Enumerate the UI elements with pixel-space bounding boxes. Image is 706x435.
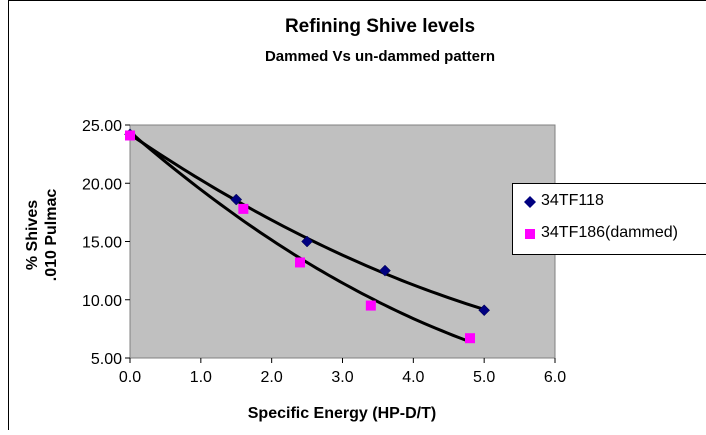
- legend: 34TF118 34TF186(dammed): [512, 183, 706, 255]
- data-point-34tf186-dammed: [295, 257, 305, 267]
- y-tick-label: 25.00: [82, 118, 122, 135]
- x-tick-label: 5.0: [473, 369, 495, 386]
- legend-label: 34TF118: [541, 192, 604, 210]
- legend-label: 34TF186(dammed): [541, 224, 678, 242]
- y-tick-label: 10.00: [82, 293, 122, 310]
- x-axis-label: Specific Energy (HP-D/T): [248, 405, 436, 422]
- y-axis-label-secondary: .010 Pulmac: [43, 189, 60, 282]
- x-tick-label: 6.0: [544, 369, 566, 386]
- y-tick-label: 15.00: [82, 235, 122, 252]
- chart-title: Refining Shive levels: [0, 16, 706, 38]
- chart-subtitle: Dammed Vs un-dammed pattern: [0, 48, 706, 65]
- x-tick-label: 4.0: [402, 369, 424, 386]
- x-tick-label: 0.0: [119, 369, 141, 386]
- y-tick-label: 5.00: [91, 351, 122, 368]
- square-marker-icon: [525, 229, 535, 239]
- x-tick-label: 1.0: [190, 369, 212, 386]
- x-tick-label: 2.0: [261, 369, 283, 386]
- y-tick-label: 20.00: [82, 176, 122, 193]
- diamond-marker-icon: [524, 196, 536, 208]
- data-point-34tf186-dammed: [366, 301, 376, 311]
- plot-area: [130, 125, 555, 358]
- data-point-34tf186-dammed: [465, 333, 475, 343]
- x-tick-label: 3.0: [331, 369, 353, 386]
- data-point-34tf186-dammed: [125, 130, 135, 140]
- y-axis-label: % Shives: [24, 200, 41, 270]
- data-point-34tf186-dammed: [238, 204, 248, 214]
